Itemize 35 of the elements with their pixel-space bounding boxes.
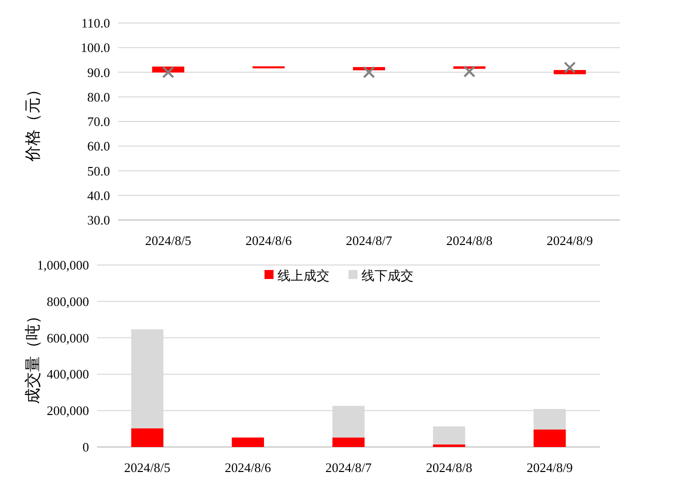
x-tick-label: 2024/8/5 [145,233,192,248]
legend-label: 线上成交 [278,268,330,284]
y-tick-label: 600,000 [46,330,89,346]
x-tick-label: 2024/8/7 [346,233,393,248]
y-tick-label: 50.0 [87,163,110,178]
x-tick-label: 2024/8/8 [426,460,472,475]
x-tick-label: 2024/8/8 [446,233,493,248]
y-tick-label: 40.0 [87,188,110,203]
bar [332,438,365,447]
y-tick-label: 80.0 [87,89,110,104]
y-tick-label: 30.0 [87,212,110,228]
x-tick-label: 2024/8/6 [224,460,272,475]
y-tick-label: 800,000 [46,294,89,309]
y-tick-label: 400,000 [46,366,89,382]
y-axis-title: 成交量（吨） [23,308,42,404]
bar [433,426,466,444]
y-tick-label: 60.0 [87,138,110,154]
y-tick-label: 110.0 [81,16,110,30]
y-tick-label: 90.0 [87,64,110,80]
bar [433,444,466,447]
y-tick-label: 200,000 [46,403,89,418]
x-tick-label: 2024/8/7 [325,460,372,475]
x-tick-label: 2024/8/9 [526,460,573,475]
bar [131,428,164,447]
bar [534,430,566,447]
y-tick-label: 0 [82,440,89,454]
bar [232,438,264,447]
x-tick-label: 2024/8/9 [546,233,593,248]
y-axis-title: 价格（元） [23,82,42,162]
y-tick-label: 100.0 [80,40,110,56]
y-tick-label: 70.0 [87,114,110,129]
legend-label: 线下成交 [362,268,414,284]
x-tick-label: 2024/8/5 [124,460,170,475]
y-tick-label: 1,000,000 [37,258,89,272]
x-tick-label: 2024/8/6 [245,233,292,248]
